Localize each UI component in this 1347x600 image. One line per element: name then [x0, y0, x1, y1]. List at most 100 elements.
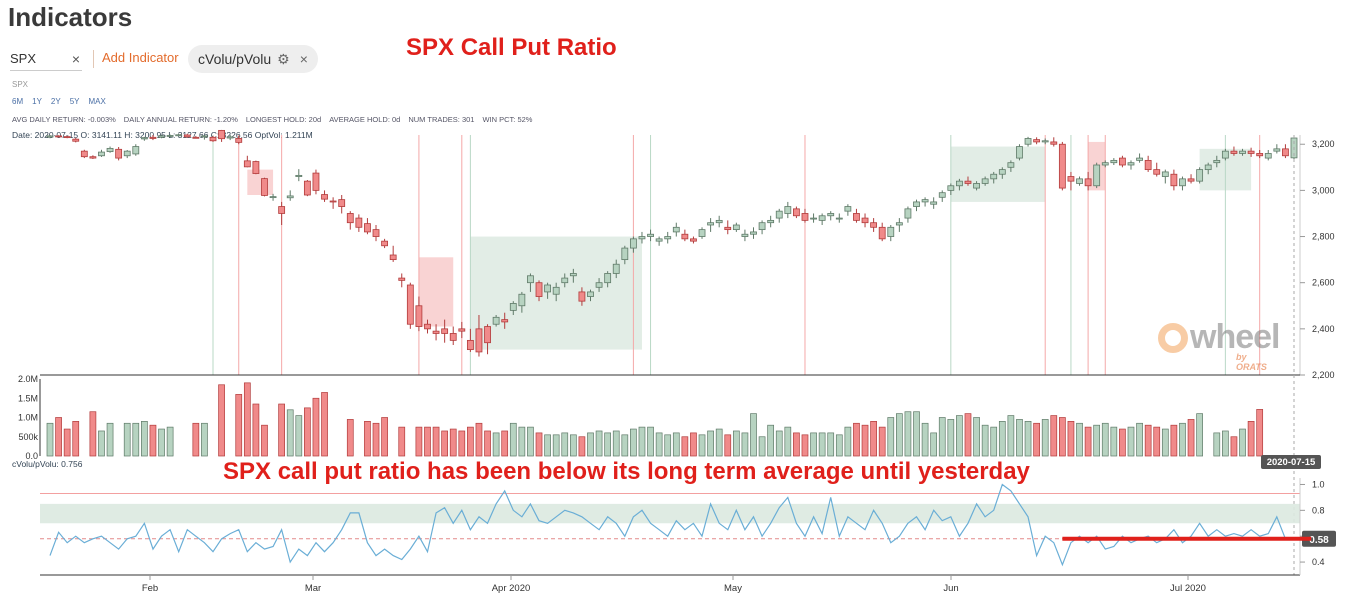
volume-bar	[467, 426, 474, 457]
volume-bar	[1222, 430, 1229, 457]
candle-body	[149, 136, 157, 139]
candle-body	[303, 180, 311, 196]
candle-body	[406, 284, 414, 325]
candle-body	[55, 135, 62, 138]
ticker-value: SPX	[10, 51, 37, 66]
volume-bar	[698, 434, 706, 457]
volume-bar	[424, 426, 431, 457]
stat-average-hold: AVERAGE HOLD: 0d	[329, 115, 401, 124]
candle-body	[1239, 150, 1246, 154]
volume-bar	[544, 434, 551, 457]
candle-body	[629, 238, 637, 249]
volume-bar	[1256, 409, 1264, 457]
candle-body	[278, 206, 286, 214]
candle-body	[835, 217, 843, 220]
volume-bar	[1136, 422, 1143, 457]
candle-body	[724, 226, 732, 231]
volume-bar	[518, 426, 526, 457]
volume-bar	[509, 422, 517, 457]
candle-body	[1179, 178, 1186, 187]
osc-tick-label: 0.8	[1312, 505, 1325, 515]
gear-icon[interactable]: ⚙	[277, 51, 290, 67]
price-tick-label: 2,600	[1312, 278, 1335, 288]
wheel-logo: wheel by ORATS	[1158, 318, 1280, 372]
ohlc-readout: Date: 2020-07-15 O: 3141.11 H: 3200.95 L…	[12, 130, 313, 140]
candle-body	[647, 233, 654, 237]
range-max[interactable]: MAX	[88, 97, 106, 106]
candle-body	[243, 160, 251, 168]
candle-body	[1058, 143, 1066, 189]
volume-bar	[775, 430, 783, 457]
candle-body	[818, 215, 826, 221]
volume-bar	[1187, 419, 1195, 457]
candle-body	[389, 254, 397, 261]
volume-bar	[664, 434, 672, 457]
candle-body	[132, 146, 140, 155]
volume-bar	[990, 426, 998, 457]
volume-bar	[861, 424, 869, 457]
candle-body	[449, 333, 457, 341]
divider	[93, 50, 94, 68]
candle-body	[672, 226, 680, 233]
candle-body	[484, 326, 491, 344]
range-2y[interactable]: 2Y	[50, 97, 61, 106]
volume-bar	[201, 422, 208, 457]
volume-bar	[166, 426, 174, 457]
candle-body	[183, 134, 191, 138]
ticker-input[interactable]: SPX ×	[10, 48, 82, 71]
candle-body	[930, 201, 938, 205]
candle-body	[415, 305, 423, 327]
volume-bar	[552, 434, 560, 457]
volume-bar	[321, 392, 328, 457]
candle-body	[621, 247, 629, 261]
volume-bar	[638, 426, 646, 457]
clear-icon[interactable]: ×	[71, 51, 80, 67]
candle-body	[895, 222, 903, 226]
x-tick-label: Feb	[142, 583, 158, 594]
candle-body	[218, 129, 225, 140]
candle-body	[964, 180, 972, 184]
volume-bar	[1196, 413, 1203, 457]
stat-daily-annual-return: DAILY ANNUAL RETURN: -1.20%	[123, 115, 238, 124]
candle-body	[261, 178, 268, 196]
volume-bar	[1127, 426, 1135, 457]
volume-bar	[149, 424, 157, 457]
volume-bar	[72, 421, 80, 457]
volume-bar	[595, 430, 603, 457]
oscillator-label: cVolu/pVolu: 0.756	[12, 459, 83, 469]
volume-bar	[921, 422, 929, 457]
candle-body	[1153, 169, 1161, 175]
candle-body	[115, 148, 123, 159]
close-icon[interactable]: ×	[299, 51, 308, 67]
add-indicator-button[interactable]: Add Indicator	[102, 50, 179, 65]
volume-bar	[1067, 421, 1075, 457]
candle-body	[775, 210, 783, 219]
candle-body	[690, 238, 697, 242]
candle-body	[201, 135, 208, 138]
candle-body	[175, 134, 183, 137]
candle-body	[1033, 139, 1041, 143]
range-1y[interactable]: 1Y	[32, 97, 42, 106]
volume-bar	[1230, 436, 1238, 457]
candle-body	[767, 219, 775, 224]
candle-body	[46, 135, 54, 138]
logo-word: wheel	[1190, 318, 1280, 356]
volume-bar	[123, 422, 131, 457]
volume-bar	[527, 426, 534, 457]
candle-body	[286, 195, 294, 199]
logo-sub: by ORATS	[1236, 352, 1267, 372]
volume-bar	[707, 430, 714, 457]
range-5y[interactable]: 5Y	[69, 97, 80, 106]
candle-body	[63, 136, 71, 139]
candle-body	[1050, 141, 1058, 145]
volume-bar	[295, 415, 303, 457]
volume-bar	[630, 428, 637, 457]
volume-bar	[1084, 426, 1092, 457]
indicator-chip[interactable]: cVolu/pVolu ⚙ ×	[188, 45, 318, 73]
candle-body	[1196, 169, 1204, 182]
volume-bar	[1033, 422, 1040, 457]
range-6m[interactable]: 6M	[12, 97, 24, 106]
volume-bar	[981, 424, 989, 457]
volume-bar	[458, 430, 466, 457]
